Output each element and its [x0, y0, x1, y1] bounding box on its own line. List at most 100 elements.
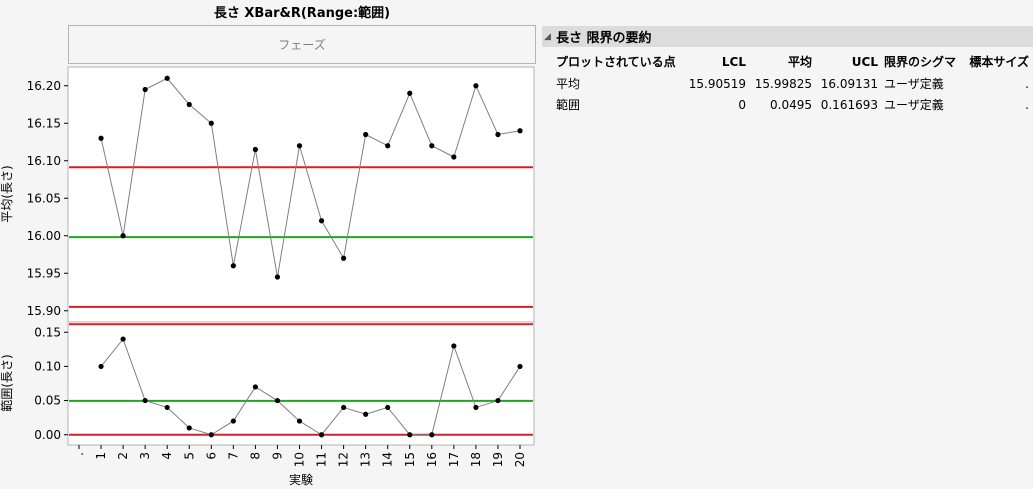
range-data-point[interactable]: [385, 404, 391, 411]
range-data-point[interactable]: [230, 418, 236, 424]
table-cell: 0.161693: [820, 97, 878, 112]
table-row: 平均 15.90519 15.99825 16.09131 ユーザ定義 .: [556, 74, 1029, 95]
x-axis: . 1 2 3 4 5 6 7 8 9 10 11 12 13 14 15 16 17 18 19 20: [72, 445, 527, 467]
range-data-point[interactable]: [341, 404, 347, 411]
x-tick-label: 12: [337, 452, 351, 467]
table-cell: 16.09131: [820, 76, 878, 91]
range-data-point[interactable]: [98, 363, 104, 370]
range-data-point[interactable]: [274, 397, 281, 404]
xbar-plot-frame: [67, 66, 535, 323]
table-cell: .: [1025, 76, 1029, 91]
xbar-data-point[interactable]: [495, 131, 501, 138]
col-header-plotted-points: プロットされている点: [556, 55, 676, 69]
xbar-data-point[interactable]: [230, 263, 236, 269]
x-tick-label: 18: [469, 452, 483, 467]
xbar-data-point[interactable]: [164, 75, 170, 81]
chart-title: 長さ XBar&R(Range:範囲): [213, 6, 391, 21]
col-header-ucl: UCL: [851, 54, 878, 69]
x-tick-label: 2: [116, 452, 130, 460]
range-y-tick-label: 0.00: [34, 428, 61, 442]
range-data-point[interactable]: [252, 384, 258, 390]
range-data-point[interactable]: [120, 336, 126, 342]
table-cell: 15.90519: [688, 76, 746, 91]
xbar-series-line: [100, 77, 521, 278]
xbar-y-tick-label: 16.00: [27, 229, 61, 243]
summary-table: プロットされている点 LCL 平均 UCL 限界のシグマ 標本サイズ 平均 15…: [556, 51, 1029, 116]
range-data-point[interactable]: [208, 432, 214, 438]
xbar-y-tick-label: 15.90: [27, 304, 61, 318]
range-series-line: [100, 338, 521, 436]
xbar-y-tick-label: 16.15: [27, 116, 61, 130]
range-data-point[interactable]: [164, 404, 170, 411]
xbar-y-tick-label: 16.05: [27, 191, 61, 205]
summary-header-row: プロットされている点 LCL 平均 UCL 限界のシグマ 標本サイズ: [556, 51, 1029, 74]
xbar-data-point[interactable]: [517, 128, 523, 134]
x-tick-label: .: [72, 452, 86, 456]
range-data-point[interactable]: [296, 418, 303, 424]
summary-header[interactable]: ◢ 長さ 限界の要約: [542, 26, 1033, 47]
xbar-data-point[interactable]: [186, 101, 192, 108]
phase-box: フェーズ: [68, 25, 536, 64]
range-data-point[interactable]: [429, 432, 435, 438]
x-tick-label: 20: [513, 452, 527, 467]
phase-label: フェーズ: [278, 38, 326, 52]
xbar-data-point[interactable]: [429, 143, 435, 149]
xbar-data-point[interactable]: [98, 135, 104, 141]
x-tick-label: 19: [491, 452, 505, 467]
xbar-y-axis: 15.90 15.95 16.00 16.05 16.10 16.15 16.20: [27, 79, 68, 318]
table-cell: 範囲: [556, 98, 581, 112]
range-data-point[interactable]: [495, 397, 501, 404]
table-cell: 0.0495: [770, 97, 812, 112]
xbar-y-tick-label: 15.95: [27, 266, 61, 280]
xbar-series: [98, 75, 523, 280]
x-tick-label: 6: [204, 452, 218, 460]
xbar-limit-lines: [69, 166, 533, 308]
x-tick-label: 14: [381, 452, 395, 467]
range-y-tick-label: 0.05: [34, 394, 61, 408]
xbar-data-point[interactable]: [318, 218, 325, 224]
range-y-axis-label: 範囲(長さ): [0, 354, 14, 411]
xbar-data-point[interactable]: [208, 120, 214, 126]
range-data-point[interactable]: [451, 343, 457, 349]
x-tick-label: 8: [248, 452, 262, 460]
xbar-data-point[interactable]: [142, 86, 148, 93]
x-tick-label: 1: [94, 452, 108, 460]
x-tick-label: 17: [447, 452, 461, 467]
range-data-point[interactable]: [517, 363, 523, 370]
table-cell: 0: [738, 97, 746, 112]
range-data-point[interactable]: [142, 397, 148, 404]
range-y-axis: 0.00 0.05 0.10 0.15: [34, 325, 68, 442]
range-data-point[interactable]: [363, 411, 369, 417]
xbar-data-point[interactable]: [296, 143, 303, 149]
x-tick-label: 9: [270, 452, 284, 460]
col-header-avg: 平均: [787, 55, 812, 69]
range-y-tick-label: 0.15: [34, 325, 61, 339]
range-data-point[interactable]: [473, 404, 479, 411]
range-data-point[interactable]: [318, 432, 325, 438]
summary-title: 長さ 限界の要約: [556, 31, 652, 46]
table-cell: ユーザ定義: [884, 98, 944, 112]
xbar-data-point[interactable]: [363, 131, 369, 138]
range-data-point[interactable]: [407, 432, 413, 438]
x-axis-label: 実験: [289, 472, 313, 487]
table-cell: ユーザ定義: [884, 77, 944, 91]
range-data-point[interactable]: [186, 425, 192, 431]
xbar-data-point[interactable]: [252, 146, 258, 153]
xbar-data-point[interactable]: [274, 274, 281, 280]
xbar-data-point[interactable]: [385, 143, 391, 149]
x-tick-label: 7: [226, 452, 240, 460]
xbar-data-point[interactable]: [120, 233, 126, 239]
disclosure-triangle-icon[interactable]: ◢: [544, 31, 551, 42]
range-y-tick-label: 0.10: [34, 359, 61, 373]
x-tick-label: 4: [160, 452, 174, 460]
range-series: [98, 336, 523, 438]
xbar-data-point[interactable]: [473, 83, 479, 89]
table-cell: 15.99825: [754, 76, 812, 91]
xbar-data-point[interactable]: [407, 90, 413, 96]
table-cell: .: [1025, 97, 1029, 112]
xbar-data-point[interactable]: [451, 154, 457, 160]
range-plot-frame: [67, 321, 535, 446]
xbar-data-point[interactable]: [341, 255, 347, 261]
xbar-y-axis-label: 平均(長さ): [0, 165, 14, 222]
